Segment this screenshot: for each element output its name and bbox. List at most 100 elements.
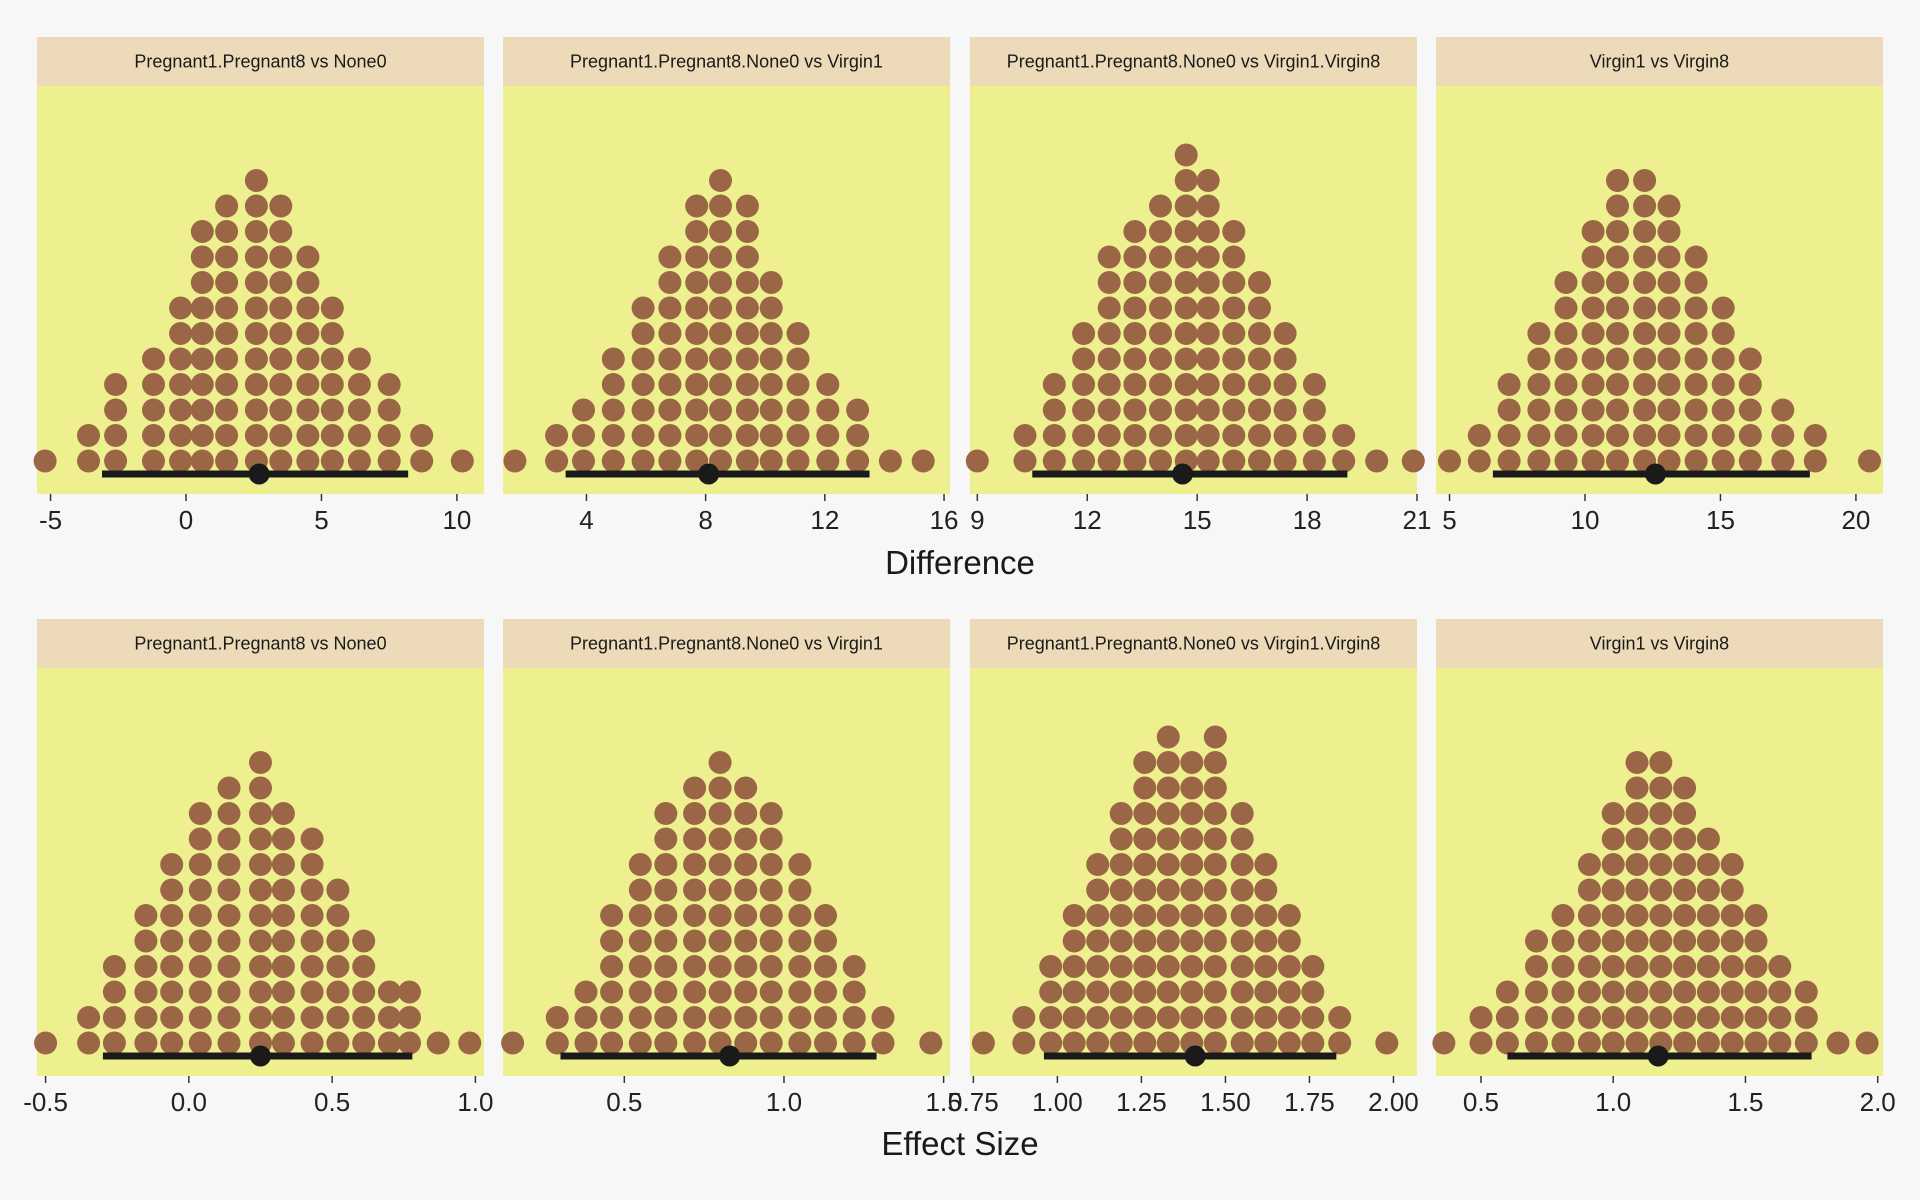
sample-dot (169, 449, 193, 473)
sample-dot (786, 398, 810, 422)
x-tick-label: 1.0 (1595, 1087, 1631, 1117)
sample-dot (1196, 169, 1220, 192)
sample-dot (1738, 449, 1762, 473)
sample-dot (683, 802, 707, 825)
sample-dot (249, 776, 272, 800)
sample-dot (1230, 802, 1254, 825)
sample-dot (1222, 296, 1246, 320)
x-axis-title: Difference (885, 544, 1035, 581)
sample-dot (169, 398, 193, 422)
sample-dot (545, 424, 569, 447)
sample-dot (1633, 194, 1657, 218)
sample-dot (1123, 424, 1147, 447)
x-tick-label: 20 (1841, 505, 1870, 535)
sample-dot (326, 904, 350, 927)
sample-dot (190, 322, 214, 345)
x-axis-title: Effect Size (881, 1125, 1038, 1162)
sample-dot (814, 1006, 837, 1029)
sample-dot (188, 1031, 212, 1055)
sample-dot (1633, 424, 1657, 447)
sample-dot (188, 929, 212, 953)
panel-strip (503, 619, 950, 668)
sample-dot (1174, 169, 1198, 192)
x-tick-label: 1.00 (1032, 1087, 1083, 1117)
sample-dot (1581, 373, 1605, 396)
sample-dot (1149, 347, 1172, 371)
sample-dot (1156, 878, 1180, 902)
sample-dot (871, 1031, 895, 1055)
sample-dot (708, 1006, 732, 1029)
sample-dot (1527, 322, 1551, 345)
x-tick-label: 18 (1293, 505, 1322, 535)
sample-dot (759, 398, 783, 422)
sample-dot (271, 802, 295, 825)
sample-dot (1826, 1031, 1850, 1055)
sample-dot (735, 245, 759, 269)
sample-dot (244, 271, 268, 294)
sample-dot (326, 878, 350, 902)
sample-dot (160, 929, 184, 953)
panel-strip (503, 37, 950, 86)
sample-dot (1149, 449, 1172, 473)
sample-dot (1657, 245, 1681, 269)
sample-dot (320, 322, 344, 345)
sample-dot (1684, 347, 1708, 371)
sample-dot (654, 1031, 678, 1055)
sample-dot (1581, 398, 1605, 422)
sample-dot (244, 296, 268, 320)
sample-dot (1649, 853, 1673, 876)
sample-dot (1432, 1031, 1456, 1055)
sample-dot (244, 398, 268, 422)
sample-dot (545, 1031, 569, 1055)
sample-dot (1133, 929, 1157, 953)
sample-dot (296, 245, 320, 269)
sample-dot (1771, 424, 1795, 447)
sample-dot (759, 322, 783, 345)
sample-dot (1230, 904, 1254, 927)
sample-dot (1248, 322, 1271, 345)
sample-dot (190, 220, 214, 243)
sample-dot (1606, 296, 1629, 320)
sample-dot (271, 853, 295, 876)
sample-dot (1684, 449, 1708, 473)
sample-dot (1174, 322, 1198, 345)
sample-dot (1467, 424, 1491, 447)
sample-dot (1196, 398, 1220, 422)
sample-dot (1133, 878, 1157, 902)
sample-dot (1858, 449, 1881, 473)
sample-dot (1086, 929, 1110, 953)
sample-dot (1180, 929, 1204, 953)
sample-dot (352, 1031, 376, 1055)
sample-dot (600, 955, 624, 978)
point-estimate (248, 463, 270, 485)
sample-dot (1625, 904, 1649, 927)
sample-dot (215, 424, 239, 447)
sample-dot (1633, 271, 1657, 294)
sample-dot (735, 398, 759, 422)
sample-dot (1633, 347, 1657, 371)
panel-4: Virgin1 vs Virgin8 5 10 15 20 (1436, 37, 1883, 535)
sample-dot (326, 929, 350, 953)
sample-dot (685, 424, 709, 447)
sample-dot (1222, 322, 1246, 345)
sample-dot (1203, 802, 1227, 825)
sample-dot (685, 271, 709, 294)
panel-title: Pregnant1.Pregnant8.None0 vs Virgin1 (570, 634, 883, 654)
sample-dot (1581, 449, 1605, 473)
sample-dot (1180, 955, 1204, 978)
sample-dot (1401, 449, 1425, 473)
sample-dot (1696, 929, 1720, 953)
sample-dot (377, 1031, 401, 1055)
panel-1: Pregnant1.Pregnant8 vs None0 -5 0 5 10 (33, 37, 484, 535)
sample-dot (1196, 347, 1220, 371)
sample-dot (1180, 1006, 1204, 1029)
sample-dot (1696, 904, 1720, 927)
sample-dot (816, 373, 840, 396)
sample-dot (1109, 980, 1133, 1004)
sample-dot (1042, 424, 1066, 447)
sample-dot (249, 929, 272, 953)
sample-dot (1097, 424, 1121, 447)
sample-dot (269, 296, 293, 320)
sample-dot (654, 955, 678, 978)
sample-dot (160, 904, 184, 927)
